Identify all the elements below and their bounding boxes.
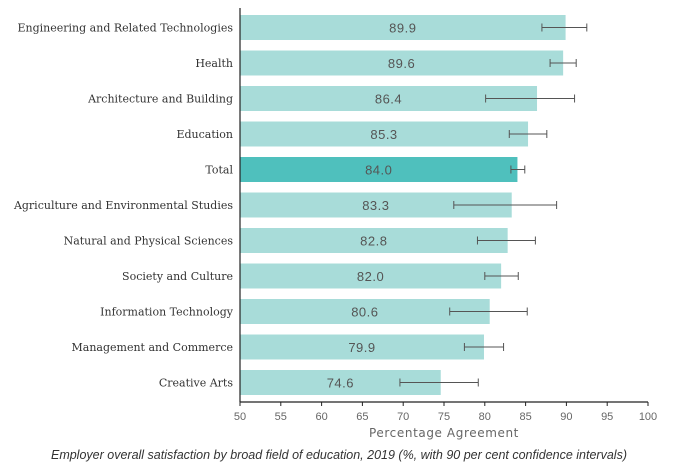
x-tick-label: 100 xyxy=(639,411,657,423)
bar-value-label: 82.8 xyxy=(360,234,387,249)
category-label: Management and Commerce xyxy=(72,341,233,354)
category-label: Architecture and Building xyxy=(87,93,233,106)
error-bar xyxy=(453,201,558,209)
x-axis: 50 55 60 65 70 75 80 85 90 95 100 xyxy=(234,8,657,423)
bar-value-label: 80.6 xyxy=(351,305,378,320)
bar-value-label: 89.6 xyxy=(388,56,415,71)
bar xyxy=(240,228,508,253)
bar-value-label: 85.3 xyxy=(370,127,397,142)
error-bar xyxy=(399,378,479,387)
x-tick-label: 80 xyxy=(479,411,491,423)
bar-chart: Engineering and Related Technologies 89.9… xyxy=(13,8,657,440)
category-label: Engineering and Related Technologies xyxy=(18,22,234,35)
category-label: Health xyxy=(195,57,233,70)
bar-value-label: 89.9 xyxy=(389,21,416,36)
labels-layer: Engineering and Related Technologies 89.9… xyxy=(13,21,588,391)
category-label: Natural and Physical Sciences xyxy=(64,235,234,248)
x-tick-label: 90 xyxy=(560,411,572,423)
category-label: Agriculture and Environmental Studies xyxy=(13,199,233,212)
category-label: Society and Culture xyxy=(122,270,233,283)
error-bar xyxy=(476,236,536,245)
error-bar xyxy=(449,307,528,316)
x-tick-label: 60 xyxy=(315,411,327,423)
x-tick-label: 50 xyxy=(234,411,246,423)
error-bar xyxy=(485,94,576,103)
bar xyxy=(240,121,529,147)
bar-value-label: 74.6 xyxy=(327,376,354,391)
category-label: Total xyxy=(205,164,233,177)
chart-caption: Employer overall satisfaction by broad f… xyxy=(50,448,627,462)
error-bar xyxy=(510,165,526,174)
bar xyxy=(240,50,564,76)
bar-value-label: 79.9 xyxy=(348,340,375,355)
category-label: Information Technology xyxy=(100,306,234,319)
bar-value-label: 83.3 xyxy=(362,198,389,213)
error-bar xyxy=(508,130,548,138)
x-tick-label: 75 xyxy=(438,411,450,423)
bar xyxy=(240,15,566,40)
bar-value-label: 86.4 xyxy=(375,92,402,107)
error-bar xyxy=(541,23,588,32)
bar xyxy=(240,263,502,289)
error-bar xyxy=(463,343,505,351)
x-tick-label: 65 xyxy=(356,411,368,423)
bar xyxy=(240,334,484,360)
bar-value-label: 84.0 xyxy=(365,163,392,178)
bar xyxy=(240,299,490,324)
bar xyxy=(240,157,518,182)
x-tick-label: 70 xyxy=(397,411,409,423)
category-label: Creative Arts xyxy=(159,377,234,390)
x-tick-label: 85 xyxy=(519,411,531,423)
x-tick-label: 95 xyxy=(601,411,613,423)
bar-value-label: 82.0 xyxy=(357,269,384,284)
error-bar xyxy=(549,59,577,67)
x-tick-label: 55 xyxy=(275,411,287,423)
x-axis-title: Percentage Agreement xyxy=(369,426,519,440)
error-bar xyxy=(484,272,519,280)
category-label: Education xyxy=(176,128,233,141)
